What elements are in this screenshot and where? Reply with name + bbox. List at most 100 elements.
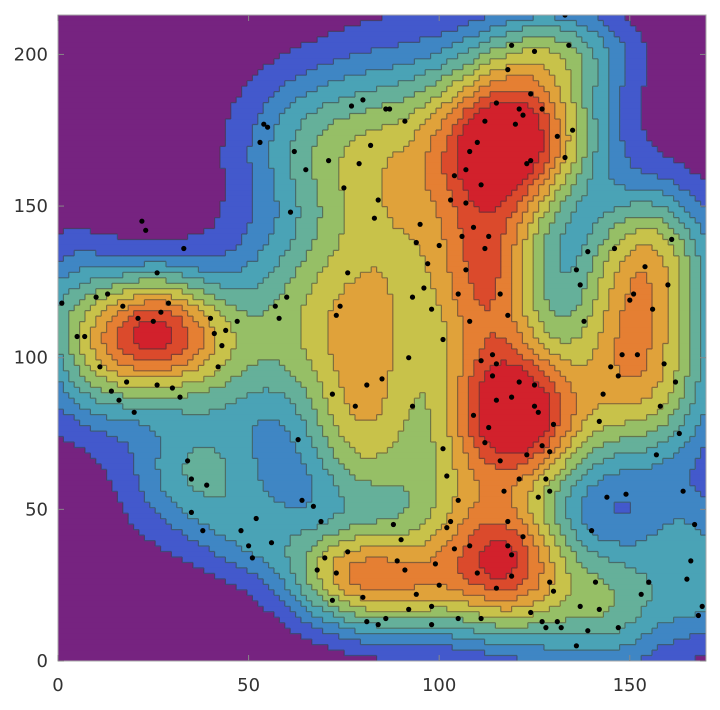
data-point [524,452,530,458]
contour-band-5 [68,36,691,629]
data-point [478,182,484,188]
data-point [657,403,663,409]
data-point [493,361,499,367]
data-point [550,588,557,594]
data-point [509,394,515,400]
data-point [501,488,507,494]
data-point [684,576,690,582]
data-point [143,227,149,233]
data-point [448,197,454,203]
data-point [676,430,682,437]
data-point [383,615,389,622]
data-point [394,558,400,564]
data-point [108,388,114,394]
data-point [699,603,705,610]
data-point [448,518,454,525]
data-point [497,458,503,464]
data-point [188,476,194,482]
data-point [478,615,484,622]
data-point [425,261,431,267]
data-point [558,625,564,631]
contour-band-3 [58,15,706,651]
data-point [520,112,526,118]
data-point [329,597,335,603]
data-point [185,458,191,464]
data-point [573,267,580,273]
data-point [535,494,541,500]
data-point [272,303,278,309]
data-point [520,534,526,540]
data-point [524,161,530,167]
data-point [619,352,625,358]
data-point [154,382,160,388]
data-point [337,303,343,309]
data-point [474,570,480,576]
data-point [150,318,156,324]
y-tick-label: 150 [14,196,48,217]
data-point [207,315,214,321]
data-point [429,622,435,628]
data-point [234,318,240,324]
data-point [615,625,621,631]
data-point [505,518,511,525]
data-point [547,579,553,585]
data-point [554,133,560,139]
data-point [493,585,499,591]
data-point [455,497,461,503]
data-point [509,42,515,48]
data-point [642,264,648,270]
data-point [543,476,549,482]
data-point [509,552,515,558]
data-point [631,291,637,297]
data-point [284,294,290,300]
data-point [459,233,465,239]
data-point [97,364,103,370]
data-point [215,364,221,370]
data-point [375,197,381,203]
x-tick-label: 0 [52,675,63,696]
data-point [295,437,301,443]
data-point [600,391,606,397]
data-point [402,567,408,573]
data-point [329,391,335,397]
data-point [669,236,675,242]
data-point [356,161,362,167]
x-axis: 0 50 100 150 [52,15,647,696]
data-point [314,567,320,573]
data-point [265,124,271,130]
data-point [505,67,511,73]
data-point [509,573,515,579]
data-point [585,249,591,255]
data-point [585,628,591,634]
data-point [516,106,522,112]
data-point [436,242,442,249]
data-point [181,245,187,252]
data-point [368,142,374,148]
data-point [177,394,183,400]
data-point [390,521,396,528]
y-tick-label: 100 [14,348,48,369]
data-point [570,127,576,133]
data-point [627,297,633,303]
data-point [577,282,583,288]
data-point [493,397,499,403]
data-point [406,606,412,613]
data-point [653,452,660,458]
data-point [303,167,309,173]
data-point [413,239,419,246]
data-point [74,333,80,340]
data-point [512,121,519,127]
data-point [478,358,484,364]
data-point [577,603,583,610]
data-point [482,440,488,446]
data-point [360,97,366,103]
data-point [299,497,305,503]
data-point [531,382,538,388]
data-point [371,215,377,221]
data-point [470,412,477,418]
data-point [489,373,496,379]
data-point [482,118,488,124]
data-point [375,622,381,628]
data-point [596,418,602,424]
